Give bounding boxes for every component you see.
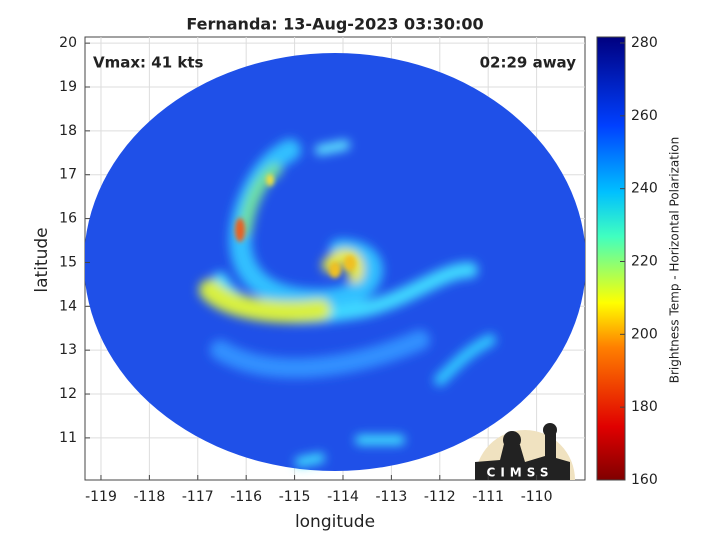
colorbar-tick-label: 160 — [631, 472, 658, 488]
imagery: CIMSS — [85, 53, 585, 480]
x-tick-label: -115 — [279, 489, 311, 505]
x-tick-label: -119 — [85, 489, 117, 505]
y-tick-label: 16 — [59, 211, 77, 227]
colorbar-tick-label: 260 — [631, 108, 658, 124]
colorbar — [596, 36, 626, 481]
x-tick-label: -117 — [182, 489, 214, 505]
x-tick-label: -111 — [472, 489, 504, 505]
x-tick-label: -113 — [375, 489, 407, 505]
y-tick-label: 17 — [59, 167, 77, 183]
x-tick-label: -118 — [133, 489, 165, 505]
x-axis-label: longitude — [295, 512, 375, 532]
colorbar-tick-label: 180 — [631, 399, 658, 415]
logo: CIMSS — [475, 423, 575, 480]
y-tick-label: 13 — [59, 342, 77, 358]
x-tick-label: -110 — [521, 489, 553, 505]
x-tick-label: -116 — [230, 489, 262, 505]
y-tick-label: 14 — [59, 298, 77, 314]
colorbar-label: Brightness Temp - Horizontal Polarizatio… — [668, 137, 682, 384]
chart-title: Fernanda: 13-Aug-2023 03:30:00 — [186, 15, 483, 34]
annotation: 02:29 away — [480, 54, 577, 72]
colorbar-tick-label: 240 — [631, 181, 658, 197]
annotation: Vmax: 41 kts — [93, 54, 203, 72]
cold-cores — [235, 174, 356, 278]
y-tick-label: 19 — [59, 79, 77, 95]
x-tick-label: -112 — [424, 489, 456, 505]
colorbar-tick-label: 280 — [631, 35, 658, 51]
x-tick-label: -114 — [327, 489, 359, 505]
colorbar-tick-label: 220 — [631, 254, 658, 270]
y-axis-label: latitude — [32, 227, 52, 292]
y-tick-label: 15 — [59, 254, 77, 270]
y-tick-label: 18 — [59, 123, 77, 139]
y-tick-label: 12 — [59, 386, 77, 402]
colorbar-tick-label: 200 — [631, 326, 658, 342]
logo-text: CIMSS — [487, 466, 554, 480]
y-tick-label: 20 — [59, 35, 77, 51]
y-tick-label: 11 — [59, 430, 77, 446]
rain-bands — [199, 139, 496, 467]
